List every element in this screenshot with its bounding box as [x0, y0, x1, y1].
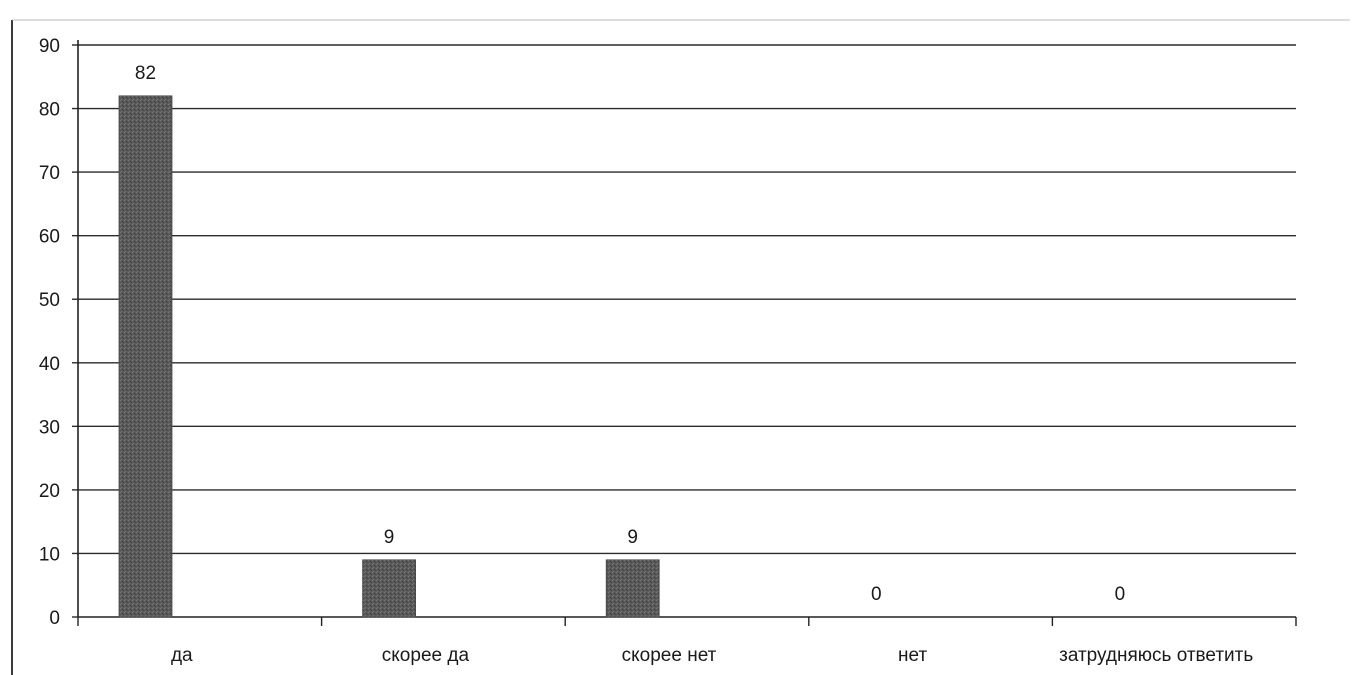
bars — [118, 95, 660, 618]
axes — [72, 40, 1297, 626]
data-label: 9 — [627, 527, 638, 548]
data-label: 9 — [384, 527, 395, 548]
y-tick-label: 20 — [39, 481, 60, 502]
bar-2 — [605, 559, 660, 618]
y-tick-label: 50 — [39, 290, 60, 311]
labels: 0 10 20 30 40 50 60 70 80 90 82 да 9 скорее да 9 скорее… — [39, 36, 1254, 666]
x-category-label: скорее нет — [622, 645, 717, 666]
gridlines — [78, 44, 1296, 555]
x-category-label: да — [171, 645, 193, 666]
bar-1 — [362, 559, 417, 618]
y-tick-label: 60 — [39, 227, 60, 248]
x-category-label: затрудняюсь ответить — [1059, 645, 1253, 666]
y-tick-label: 80 — [39, 100, 60, 121]
y-tick-label: 0 — [49, 608, 60, 629]
x-category-label: скорее да — [382, 645, 470, 666]
y-tick-label: 70 — [39, 163, 60, 184]
y-tick-label: 30 — [39, 417, 60, 438]
data-label: 0 — [1115, 584, 1126, 605]
bar-0 — [118, 95, 173, 618]
data-label: 82 — [135, 63, 156, 84]
x-category-label: нет — [898, 645, 927, 666]
y-tick-label: 40 — [39, 354, 60, 375]
y-tick-label: 10 — [39, 544, 60, 565]
y-tick-label: 90 — [39, 36, 60, 57]
data-label: 0 — [871, 584, 882, 605]
